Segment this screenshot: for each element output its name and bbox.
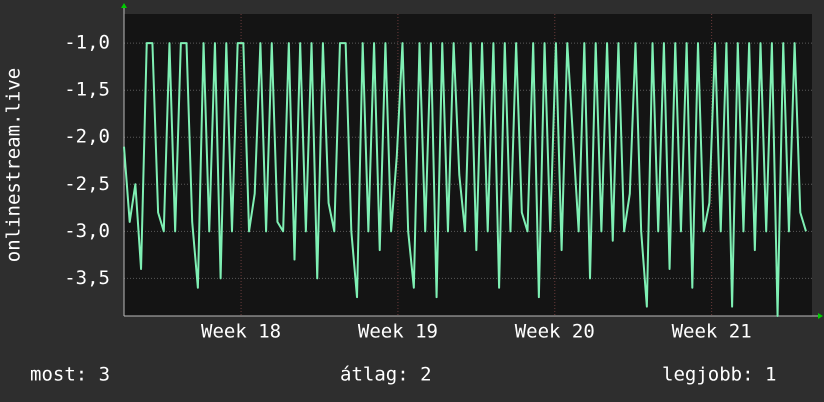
x-tick-label: Week 20 bbox=[515, 321, 595, 343]
legend-entry: átlag: 2 bbox=[340, 364, 432, 386]
axis-arrow bbox=[121, 3, 127, 8]
axis-arrow bbox=[818, 313, 823, 319]
y-tick-label: -2,5 bbox=[64, 173, 110, 195]
y-tick-label: -3,0 bbox=[64, 220, 110, 242]
y-axis-label: onlinestream.live bbox=[3, 68, 25, 262]
y-tick-label: -2,0 bbox=[64, 126, 110, 148]
y-tick-label: -1,5 bbox=[64, 79, 110, 101]
legend-entry: legjobb: 1 bbox=[662, 364, 776, 386]
y-tick-label: -1,0 bbox=[64, 32, 110, 54]
x-tick-label: Week 18 bbox=[201, 321, 281, 343]
data-line bbox=[123, 42, 807, 317]
x-tick-label: Week 19 bbox=[358, 321, 438, 343]
x-tick-label: Week 21 bbox=[672, 321, 752, 343]
y-tick-label: -3,5 bbox=[64, 267, 110, 289]
legend-entry: most: 3 bbox=[30, 364, 110, 386]
